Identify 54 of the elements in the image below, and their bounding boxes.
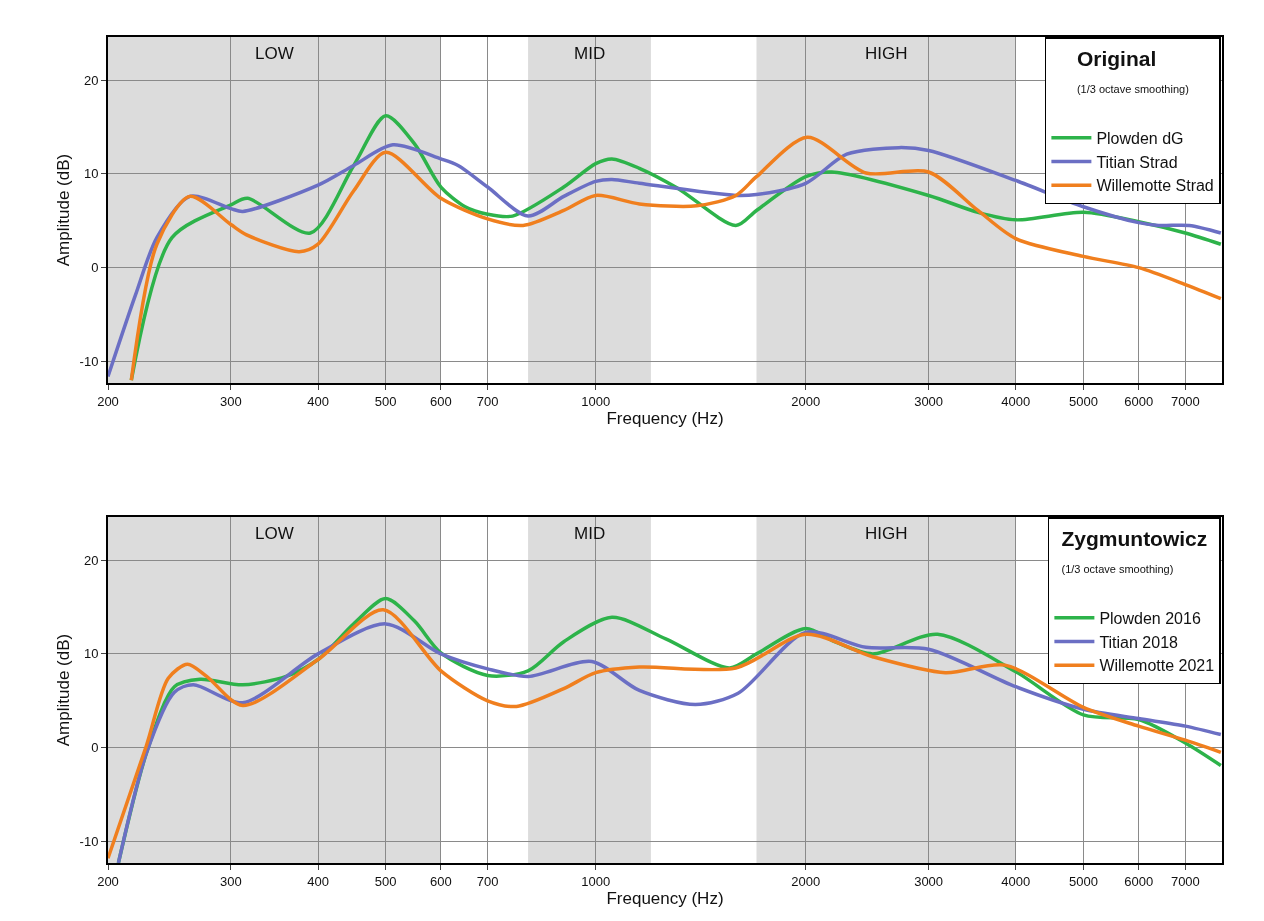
band-label: HIGH	[865, 44, 908, 63]
x-tick-label: 300	[220, 393, 242, 409]
x-tick-label: 6000	[1124, 393, 1154, 409]
y-tick-label: 0	[91, 740, 99, 756]
legend-label: Titian 2018	[1099, 633, 1179, 651]
band-label: MID	[574, 524, 606, 543]
x-tick-label: 500	[374, 873, 397, 889]
x-tick-label: 2000	[791, 873, 821, 889]
x-tick-label: 5000	[1068, 393, 1098, 409]
x-tick-label: 4000	[1001, 873, 1031, 889]
y-tick-label: 0	[91, 260, 99, 276]
x-tick-label: 700	[476, 873, 499, 889]
x-tick-label: 600	[430, 873, 452, 889]
x-tick-label: 600	[430, 393, 452, 409]
x-tick-label: 7000	[1170, 393, 1200, 409]
x-tick-label: 500	[374, 393, 397, 409]
band-label: MID	[574, 44, 606, 63]
x-tick-label: 200	[97, 393, 119, 409]
legend-label: Titian Strad	[1096, 153, 1178, 171]
x-tick-label: 2000	[791, 393, 821, 409]
y-tick-label: 20	[83, 72, 99, 88]
y-tick-label: 10	[83, 646, 99, 662]
x-tick-label: 5000	[1068, 873, 1098, 889]
x-tick-label: 700	[476, 393, 499, 409]
x-tick-label: 1000	[581, 873, 611, 889]
legend-label: Plowden 2016	[1099, 609, 1201, 627]
x-tick-label: 300	[220, 873, 242, 889]
legend-title: Original	[1076, 47, 1157, 71]
annotation: (1/3 octave smoothing)	[1061, 563, 1174, 576]
x-tick-label: 400	[307, 873, 329, 889]
x-tick-label: 4000	[1001, 393, 1031, 409]
y-axis-title: Amplitude (dB)	[53, 153, 73, 267]
x-axis-title: Frequency (Hz)	[606, 408, 724, 428]
y-axis-title: Amplitude (dB)	[53, 633, 73, 747]
legend-label: Willemotte Strad	[1096, 177, 1214, 195]
x-tick-label: 6000	[1124, 873, 1154, 889]
legend-label: Plowden dG	[1096, 129, 1184, 147]
band-label: LOW	[255, 44, 294, 63]
x-tick-label: 1000	[581, 393, 611, 409]
y-tick-label: -10	[79, 833, 99, 849]
band-label: LOW	[255, 524, 294, 543]
x-tick-label: 200	[97, 873, 119, 889]
legend-title: Zygmuntowicz	[1061, 527, 1208, 551]
annotation: (1/3 octave smoothing)	[1076, 83, 1189, 96]
x-tick-label: 7000	[1170, 873, 1200, 889]
legend-label: Willemotte 2021	[1099, 657, 1215, 675]
y-tick-label: 20	[83, 552, 99, 568]
y-tick-label: -10	[79, 353, 99, 369]
y-tick-label: 10	[83, 166, 99, 182]
x-axis-title: Frequency (Hz)	[606, 888, 724, 908]
band-label: HIGH	[865, 524, 908, 543]
x-tick-label: 400	[307, 393, 329, 409]
x-tick-label: 3000	[914, 393, 944, 409]
x-tick-label: 3000	[914, 873, 944, 889]
